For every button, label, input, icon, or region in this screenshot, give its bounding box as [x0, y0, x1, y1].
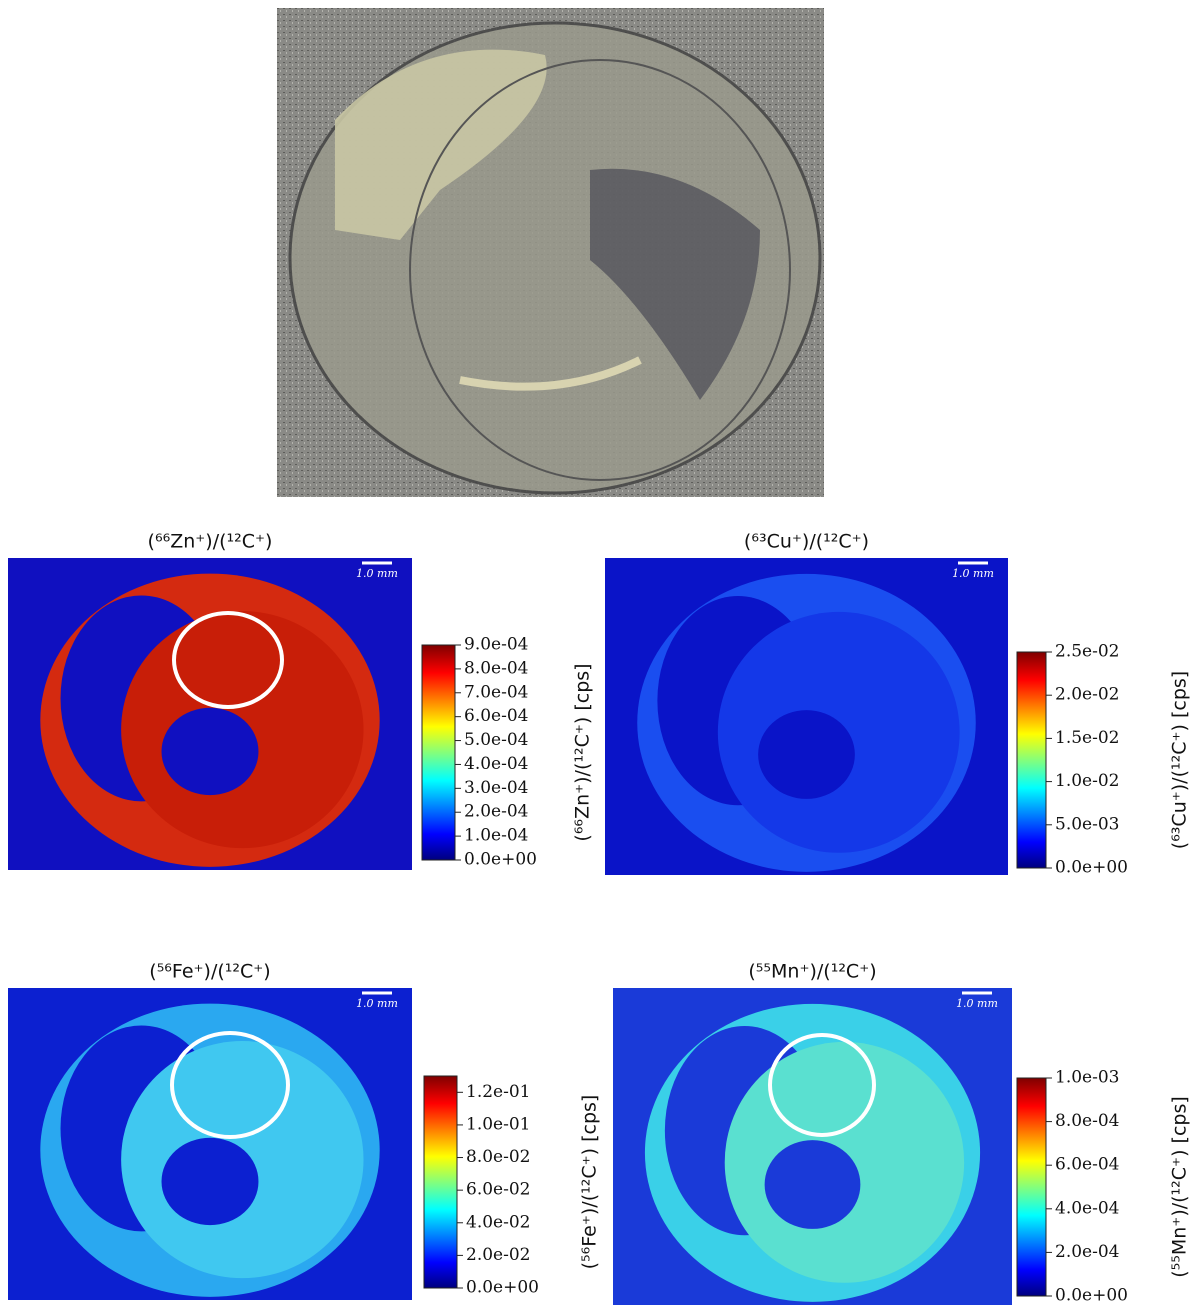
scale-bar-label: 1.0 mm [956, 997, 998, 1010]
scale-bar-label: 1.0 mm [356, 567, 398, 580]
photo [277, 8, 824, 497]
colorbar-tick-label: 0.0e+00 [1055, 858, 1128, 878]
colorbar-tick-label: 7.0e-04 [464, 682, 528, 702]
colorbar-tick-label: 8.0e-04 [464, 658, 528, 678]
colorbar-tick-label: 2.0e-04 [1055, 1242, 1119, 1262]
highlight-circle [172, 611, 284, 709]
panel-title: (⁶³Cu⁺)/(¹²C⁺) [744, 531, 869, 553]
colorbar-tick-label: 5.0e-03 [1055, 814, 1119, 834]
heatmap-image: 1.0 mm [613, 988, 1012, 1305]
highlight-circle [170, 1031, 290, 1139]
colorbar-tick-label: 8.0e-04 [1055, 1111, 1119, 1131]
panel-title: (⁵⁵Mn⁺)/(¹²C⁺) [748, 961, 876, 983]
panel-title: (⁶⁶Zn⁺)/(¹²C⁺) [148, 531, 273, 553]
colorbar-tick-label: 5.0e-04 [464, 730, 528, 750]
colorbar-tick-label: 2.5e-02 [1055, 642, 1119, 662]
colorbar-tick-label: 1.5e-02 [1055, 728, 1119, 748]
colorbar [423, 1075, 458, 1289]
colorbar-tick-label: 1.0e-02 [1055, 771, 1119, 791]
colorbar-tick-label: 0.0e+00 [466, 1278, 539, 1298]
colorbar-tick-label: 6.0e-04 [1055, 1155, 1119, 1175]
colorbar [1016, 651, 1047, 869]
colorbar-label: (⁶³Cu⁺)/(¹²C⁺) [cps] [1169, 671, 1191, 849]
colorbar-tick-label: 0.0e+00 [464, 850, 537, 870]
colorbar-tick-label: 0.0e+00 [1055, 1286, 1128, 1306]
colorbar-tick-label: 1.0e-04 [464, 826, 528, 846]
colorbar-tick-label: 2.0e-04 [464, 802, 528, 822]
colorbar-tick-label: 6.0e-04 [464, 706, 528, 726]
colorbar-tick-label: 2.0e-02 [466, 1245, 530, 1265]
colorbar-tick-label: 9.0e-04 [464, 635, 528, 655]
colorbar [1016, 1077, 1047, 1297]
colorbar-tick-label: 4.0e-04 [464, 754, 528, 774]
highlight-circle [768, 1033, 876, 1137]
colorbar [421, 644, 456, 861]
colorbar-tick-label: 2.0e-02 [1055, 685, 1119, 705]
colorbar-tick-label: 3.0e-04 [464, 778, 528, 798]
scale-bar-label: 1.0 mm [952, 567, 994, 580]
tissue-cavity [161, 707, 259, 796]
tissue-cavity [758, 710, 855, 799]
colorbar-label: (⁵⁵Mn⁺)/(¹²C⁺) [cps] [1169, 1096, 1191, 1278]
colorbar-tick-label: 6.0e-02 [466, 1180, 530, 1200]
colorbar-tick-label: 1.0e-03 [1055, 1068, 1119, 1088]
colorbar-tick-label: 1.2e-01 [466, 1082, 530, 1102]
tissue-cavity [161, 1137, 259, 1226]
panel-title: (⁵⁶Fe⁺)/(¹²C⁺) [149, 961, 270, 983]
colorbar-tick-label: 8.0e-02 [466, 1147, 530, 1167]
colorbar-tick-label: 1.0e-01 [466, 1114, 530, 1134]
colorbar-tick-label: 4.0e-04 [1055, 1198, 1119, 1218]
scale-bar-label: 1.0 mm [356, 997, 398, 1010]
heatmap-image: 1.0 mm [8, 558, 412, 870]
heatmap-image: 1.0 mm [8, 988, 412, 1300]
colorbar-tick-label: 4.0e-02 [466, 1212, 530, 1232]
heatmap-image: 1.0 mm [605, 558, 1008, 875]
tissue-cavity [764, 1140, 861, 1229]
colorbar-label: (⁵⁶Fe⁺)/(¹²C⁺) [cps] [579, 1095, 601, 1270]
colorbar-label: (⁶⁶Zn⁺)/(¹²C⁺) [cps] [572, 663, 594, 841]
